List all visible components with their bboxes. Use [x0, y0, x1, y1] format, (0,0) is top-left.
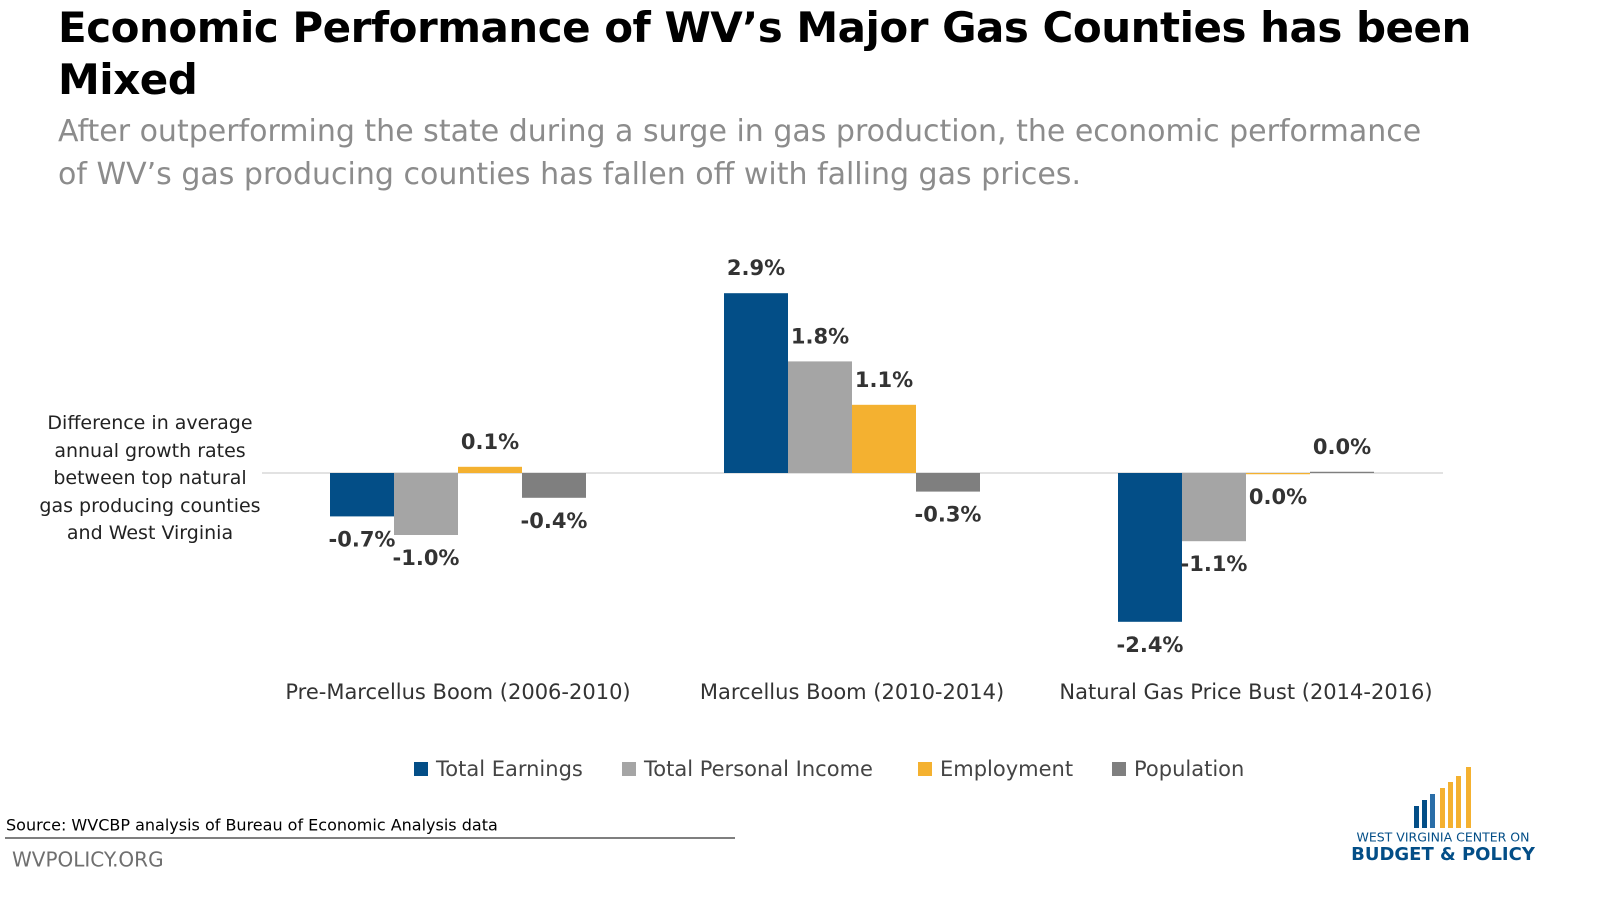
bar [1310, 471, 1374, 473]
legend-label: Total Personal Income [643, 757, 873, 781]
chart-subtitle: After outperforming the state during a s… [58, 114, 1422, 192]
data-label: 1.8% [791, 324, 849, 348]
data-label: -1.0% [393, 546, 460, 570]
legend-label: Population [1134, 757, 1244, 781]
data-label: 2.9% [727, 256, 785, 280]
logo-top: WEST VIRGINIA CENTER ON [1356, 830, 1529, 845]
x-tick-label: Marcellus Boom (2010-2014) [700, 680, 1004, 704]
y-axis-label: Difference in average annual growth rate… [39, 412, 261, 544]
bar [394, 473, 458, 535]
bar [724, 293, 788, 473]
legend-label: Employment [940, 757, 1073, 781]
data-label: 0.1% [461, 430, 519, 454]
bar [852, 404, 916, 473]
data-label: -0.3% [915, 503, 982, 527]
data-label: 0.0% [1313, 435, 1371, 459]
bar [916, 473, 980, 492]
logo-bottom: BUDGET & POLICY [1351, 844, 1536, 865]
bar [458, 466, 522, 473]
source: Source: WVCBP analysis of Bureau of Econ… [6, 816, 498, 835]
data-label: 1.1% [855, 368, 913, 392]
bar [788, 361, 852, 473]
data-label: -0.4% [521, 509, 588, 533]
x-tick-label: Pre-Marcellus Boom (2006-2010) [285, 680, 630, 704]
x-tick-label: Natural Gas Price Bust (2014-2016) [1059, 680, 1432, 704]
legend-swatch [918, 762, 932, 776]
bar [1246, 473, 1310, 475]
bar [522, 473, 586, 498]
data-label: -1.1% [1181, 552, 1248, 576]
data-label: -2.4% [1117, 633, 1184, 657]
data-label: -0.7% [329, 527, 396, 551]
logo: WEST VIRGINIA CENTER ON BUDGET & POLICY [1351, 767, 1536, 865]
bar [330, 473, 394, 517]
data-label: 0.0% [1249, 485, 1307, 509]
site: WVPOLICY.ORG [12, 848, 164, 872]
bar [1182, 473, 1246, 542]
legend-label: Total Earnings [435, 757, 583, 781]
bar [1118, 473, 1182, 622]
legend-swatch [414, 762, 428, 776]
chart-title: Economic Performance of WV’s Major Gas C… [58, 3, 1471, 104]
legend-swatch [1112, 762, 1126, 776]
legend-swatch [622, 762, 636, 776]
